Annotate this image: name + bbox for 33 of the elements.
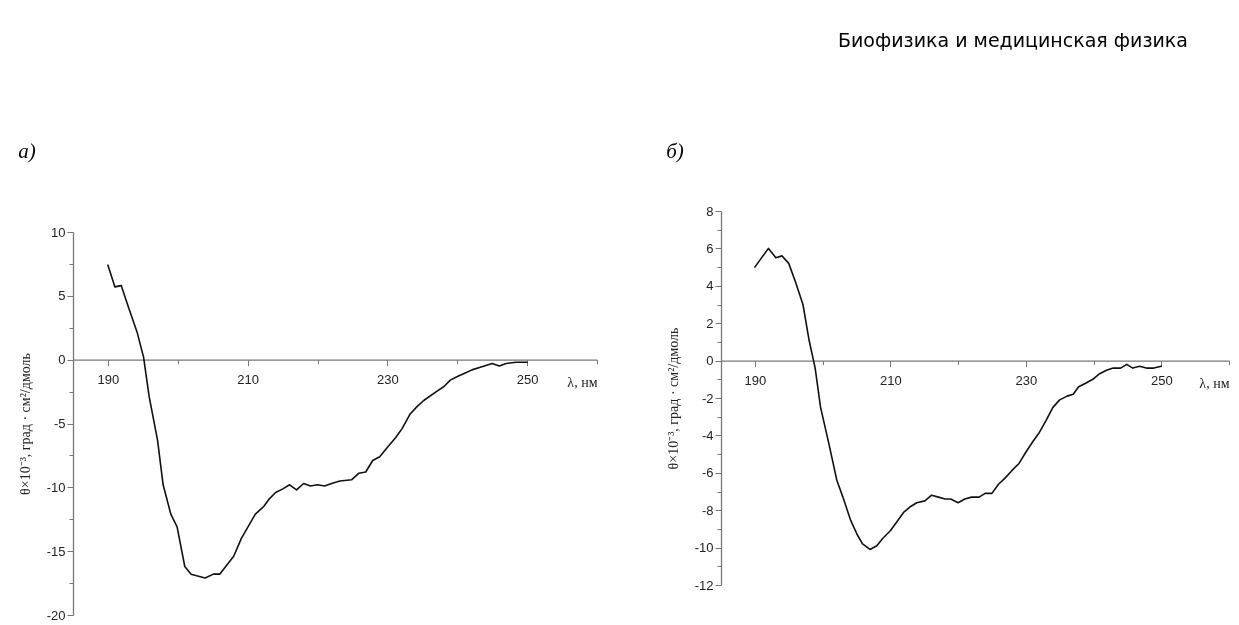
- x-tick-label: 190: [97, 372, 120, 388]
- x-axis-title: λ, нм: [1199, 376, 1230, 392]
- y-tick-label: -10: [46, 479, 66, 495]
- y-tick-label: -5: [53, 416, 66, 431]
- chart-title: а): [18, 139, 36, 163]
- y-tick-label: -4: [701, 427, 714, 443]
- y-tick-label: -10: [694, 540, 714, 556]
- y-tick-label: 2: [706, 315, 714, 331]
- y-tick-label: -2: [701, 390, 714, 406]
- x-tick-label: 250: [1150, 373, 1173, 389]
- y-axis-title: θ×10⁻³, град · см²/дмоль: [665, 327, 681, 470]
- y-tick-label: 10: [51, 224, 66, 240]
- y-tick-label: 0: [58, 352, 66, 368]
- x-tick-label: 250: [516, 372, 539, 388]
- y-tick-label: 8: [706, 203, 714, 219]
- y-tick-label: 5: [58, 288, 66, 304]
- y-tick-label: -12: [694, 577, 714, 593]
- x-tick-label: 190: [744, 373, 767, 389]
- chart-title: б): [666, 139, 684, 163]
- x-tick-label: 210: [879, 373, 902, 389]
- x-tick-label: 230: [1015, 373, 1038, 389]
- y-tick-label: 6: [706, 240, 714, 256]
- text: Биофизика и медицинская физика: [837, 29, 1188, 51]
- y-tick-label: -20: [46, 607, 66, 623]
- y-tick-label: -6: [701, 465, 714, 481]
- x-axis-title: λ, нм: [567, 375, 598, 391]
- y-tick-label: 0: [706, 353, 714, 369]
- y-axis-title: θ×10⁻³, град · см²/дмоль: [17, 353, 33, 495]
- y-tick-label: 4: [706, 278, 714, 294]
- y-tick-label: -8: [701, 502, 714, 518]
- x-tick-label: 230: [377, 372, 399, 388]
- x-tick-label: 210: [237, 372, 260, 388]
- y-tick-label: -15: [46, 543, 66, 559]
